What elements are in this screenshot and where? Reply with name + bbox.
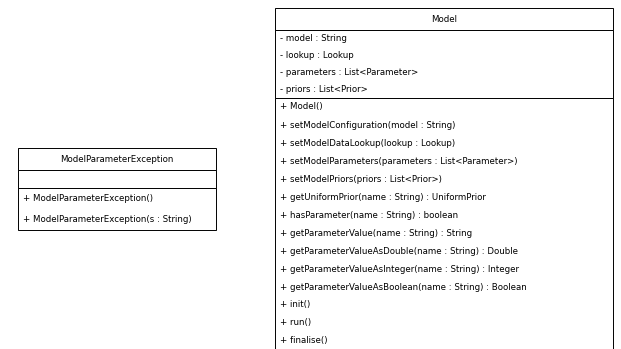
Text: + finalise(): + finalise() [280, 336, 327, 346]
Text: + getParameterValueAsBoolean(name : String) : Boolean: + getParameterValueAsBoolean(name : Stri… [280, 282, 527, 291]
Text: Model: Model [431, 15, 457, 23]
Text: + run(): + run() [280, 319, 311, 327]
Text: - model : String: - model : String [280, 34, 347, 43]
Text: + setModelConfiguration(model : String): + setModelConfiguration(model : String) [280, 120, 455, 129]
Bar [18, 170, 216, 188]
Text: + ModelParameterException(s : String): + ModelParameterException(s : String) [23, 215, 192, 224]
Text: + getUniformPrior(name : String) : UniformPrior: + getUniformPrior(name : String) : Unifo… [280, 193, 486, 201]
Text: + getParameterValueAsInteger(name : String) : Integer: + getParameterValueAsInteger(name : Stri… [280, 265, 519, 274]
Bar [18, 188, 216, 230]
Text: + ModelParameterException(): + ModelParameterException() [23, 194, 153, 203]
Bar [275, 30, 613, 98]
Bar [275, 98, 613, 349]
Text: + init(): + init() [280, 300, 310, 310]
Text: + setModelDataLookup(lookup : Lookup): + setModelDataLookup(lookup : Lookup) [280, 139, 455, 148]
Bar [275, 8, 613, 30]
Bar [18, 148, 216, 170]
Text: - priors : List<Prior>: - priors : List<Prior> [280, 85, 368, 94]
Text: + setModelPriors(priors : List<Prior>): + setModelPriors(priors : List<Prior>) [280, 174, 442, 184]
Text: + setModelParameters(parameters : List<Parameter>): + setModelParameters(parameters : List<P… [280, 156, 517, 165]
Text: + Model(): + Model() [280, 103, 323, 111]
Text: - parameters : List<Parameter>: - parameters : List<Parameter> [280, 68, 419, 77]
Text: - lookup : Lookup: - lookup : Lookup [280, 51, 354, 60]
Text: ModelParameterException: ModelParameterException [60, 155, 174, 163]
Text: + getParameterValue(name : String) : String: + getParameterValue(name : String) : Str… [280, 229, 472, 238]
Text: + hasParameter(name : String) : boolean: + hasParameter(name : String) : boolean [280, 210, 458, 220]
Text: + getParameterValueAsDouble(name : String) : Double: + getParameterValueAsDouble(name : Strin… [280, 246, 518, 255]
